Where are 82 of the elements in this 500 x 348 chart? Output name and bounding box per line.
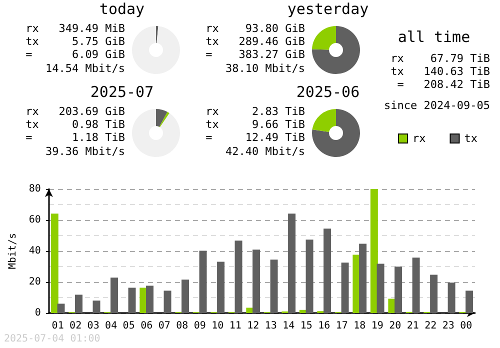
x-tick-label: 04: [105, 320, 118, 332]
text: rx 93.80 GiB: [205, 22, 305, 35]
bar: [412, 258, 420, 313]
text: 42.40 Mbit/s: [224, 145, 305, 158]
bar: [128, 288, 136, 313]
x-tick-label: 02: [70, 320, 82, 332]
text: since 2024-09-05: [383, 99, 490, 112]
text: = 208.42 TiB: [396, 78, 490, 91]
x-tick-label: 12: [247, 320, 260, 332]
x-tick-label: 10: [212, 320, 224, 332]
x-tick-label: 15: [300, 320, 312, 332]
x-tick-label: 06: [140, 320, 153, 332]
bar: [75, 294, 82, 313]
x-tick-label: 21: [406, 320, 419, 332]
bar: [376, 264, 384, 313]
text: rx 349.49 MiB: [25, 22, 125, 35]
chart-title: yesterday: [286, 0, 370, 18]
x-tick-label: 18: [354, 320, 366, 332]
y-axis-title: Mbit/s: [8, 232, 18, 270]
bar: [252, 250, 260, 313]
text: all time: [396, 28, 472, 46]
bar: [164, 290, 172, 313]
x-tick-label: 23: [442, 320, 454, 332]
text: tx 289.46 GiB: [205, 35, 305, 48]
text: = 12.49 TiB: [205, 131, 305, 144]
text: 39.36 Mbit/s: [44, 145, 125, 158]
bar: [448, 282, 456, 313]
text: 14.54 Mbit/s: [44, 62, 125, 75]
text: tx 0.98 TiB: [25, 118, 125, 131]
x-tick-label: 03: [87, 320, 100, 332]
x-tick-label: 17: [336, 320, 348, 332]
bar: [182, 280, 190, 313]
text: tx 140.63 TiB: [390, 65, 490, 78]
bar: [270, 260, 278, 313]
x-tick-label: 19: [371, 320, 384, 332]
bar: [324, 228, 332, 313]
y-tick-label: 80: [28, 184, 41, 194]
legend-label: rx: [412, 132, 426, 145]
chart-title: 2025-06: [296, 83, 360, 101]
x-tick-label: 16: [318, 320, 330, 332]
legend-label: tx: [464, 132, 478, 145]
bar: [110, 278, 118, 313]
bar: [92, 300, 100, 313]
x-tick-label: 00: [460, 320, 472, 332]
x-tick-label: 11: [229, 320, 242, 332]
chart-title: 2025-07: [89, 83, 155, 101]
text: tx 5.75 GiB: [25, 35, 125, 48]
text: = 383.27 GiB: [205, 48, 305, 61]
text: rx 203.69 GiB: [25, 105, 125, 118]
x-tick-label: 13: [264, 320, 277, 332]
bar: [288, 214, 296, 313]
text: rx 2.83 TiB: [205, 105, 305, 118]
x-tick-label: 08: [176, 320, 188, 332]
y-tick-label: 0: [34, 308, 41, 318]
x-tick-label: 20: [389, 320, 402, 332]
bar: [234, 240, 242, 313]
x-tick-label: 07: [158, 320, 170, 332]
bar: [370, 189, 378, 313]
x-tick-label: 22: [424, 320, 437, 332]
text: = 1.18 TiB: [25, 131, 125, 144]
chart-title: today: [98, 0, 146, 18]
bar: [306, 240, 314, 313]
x-tick-label: 09: [194, 320, 206, 332]
x-tick-label: 14: [282, 320, 295, 332]
bar: [341, 262, 349, 313]
text: = 6.09 GiB: [25, 48, 125, 61]
y-tick-label: 60: [28, 214, 41, 226]
bar: [146, 286, 154, 313]
text: rx 67.79 TiB: [390, 52, 490, 65]
bar: [394, 266, 402, 313]
text: tx 9.66 TiB: [205, 118, 305, 131]
y-tick-label: 20: [28, 276, 41, 288]
bar: [430, 274, 438, 313]
text: 38.10 Mbit/s: [224, 62, 305, 75]
x-tick-label: 01: [52, 320, 64, 332]
x-tick-label: 05: [122, 320, 135, 332]
bar: [50, 214, 58, 313]
bar: [57, 304, 65, 313]
y-tick-label: 40: [28, 246, 41, 256]
bar: [199, 250, 207, 313]
bar: [217, 262, 225, 313]
bar: [359, 244, 367, 313]
